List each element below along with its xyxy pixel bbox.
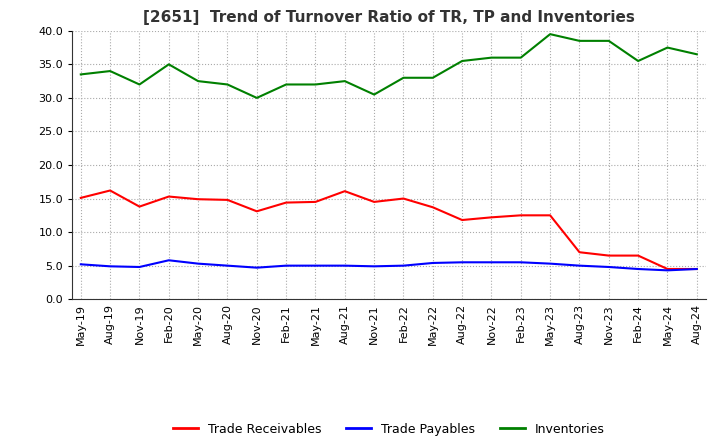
Inventories <box>458 59 467 64</box>
Trade Receivables <box>399 196 408 201</box>
Trade Receivables <box>458 217 467 223</box>
Inventories <box>663 45 672 50</box>
Line: Trade Receivables: Trade Receivables <box>81 191 697 269</box>
Line: Trade Payables: Trade Payables <box>81 260 697 270</box>
Inventories <box>164 62 173 67</box>
Trade Receivables <box>605 253 613 258</box>
Inventories <box>341 78 349 84</box>
Trade Payables <box>487 260 496 265</box>
Inventories <box>546 32 554 37</box>
Inventories <box>428 75 437 81</box>
Trade Receivables <box>546 213 554 218</box>
Trade Receivables <box>370 199 379 205</box>
Trade Payables <box>311 263 320 268</box>
Trade Payables <box>605 264 613 270</box>
Inventories <box>487 55 496 60</box>
Trade Payables <box>223 263 232 268</box>
Trade Receivables <box>516 213 525 218</box>
Title: [2651]  Trend of Turnover Ratio of TR, TP and Inventories: [2651] Trend of Turnover Ratio of TR, TP… <box>143 11 635 26</box>
Trade Payables <box>663 268 672 273</box>
Trade Payables <box>106 264 114 269</box>
Inventories <box>253 95 261 101</box>
Trade Receivables <box>76 195 85 201</box>
Trade Payables <box>546 261 554 266</box>
Trade Payables <box>194 261 202 266</box>
Trade Payables <box>516 260 525 265</box>
Line: Inventories: Inventories <box>81 34 697 98</box>
Trade Receivables <box>282 200 290 205</box>
Inventories <box>223 82 232 87</box>
Inventories <box>194 78 202 84</box>
Trade Payables <box>399 263 408 268</box>
Inventories <box>693 51 701 57</box>
Trade Receivables <box>634 253 642 258</box>
Inventories <box>135 82 144 87</box>
Trade Receivables <box>663 266 672 271</box>
Trade Receivables <box>194 197 202 202</box>
Inventories <box>76 72 85 77</box>
Inventories <box>311 82 320 87</box>
Inventories <box>516 55 525 60</box>
Inventories <box>605 38 613 44</box>
Trade Payables <box>370 264 379 269</box>
Inventories <box>575 38 584 44</box>
Inventories <box>106 68 114 73</box>
Trade Payables <box>135 264 144 270</box>
Trade Receivables <box>135 204 144 209</box>
Trade Receivables <box>575 249 584 255</box>
Inventories <box>282 82 290 87</box>
Trade Payables <box>341 263 349 268</box>
Trade Receivables <box>693 266 701 271</box>
Trade Receivables <box>311 199 320 205</box>
Trade Payables <box>164 258 173 263</box>
Trade Payables <box>575 263 584 268</box>
Trade Receivables <box>487 215 496 220</box>
Trade Payables <box>428 260 437 266</box>
Inventories <box>370 92 379 97</box>
Inventories <box>399 75 408 81</box>
Legend: Trade Receivables, Trade Payables, Inventories: Trade Receivables, Trade Payables, Inven… <box>168 418 610 440</box>
Trade Receivables <box>223 197 232 202</box>
Trade Receivables <box>106 188 114 193</box>
Trade Payables <box>693 266 701 271</box>
Trade Receivables <box>164 194 173 199</box>
Trade Payables <box>76 262 85 267</box>
Trade Payables <box>458 260 467 265</box>
Inventories <box>634 59 642 64</box>
Trade Receivables <box>341 188 349 194</box>
Trade Payables <box>253 265 261 270</box>
Trade Receivables <box>253 209 261 214</box>
Trade Payables <box>282 263 290 268</box>
Trade Receivables <box>428 205 437 210</box>
Trade Payables <box>634 266 642 271</box>
